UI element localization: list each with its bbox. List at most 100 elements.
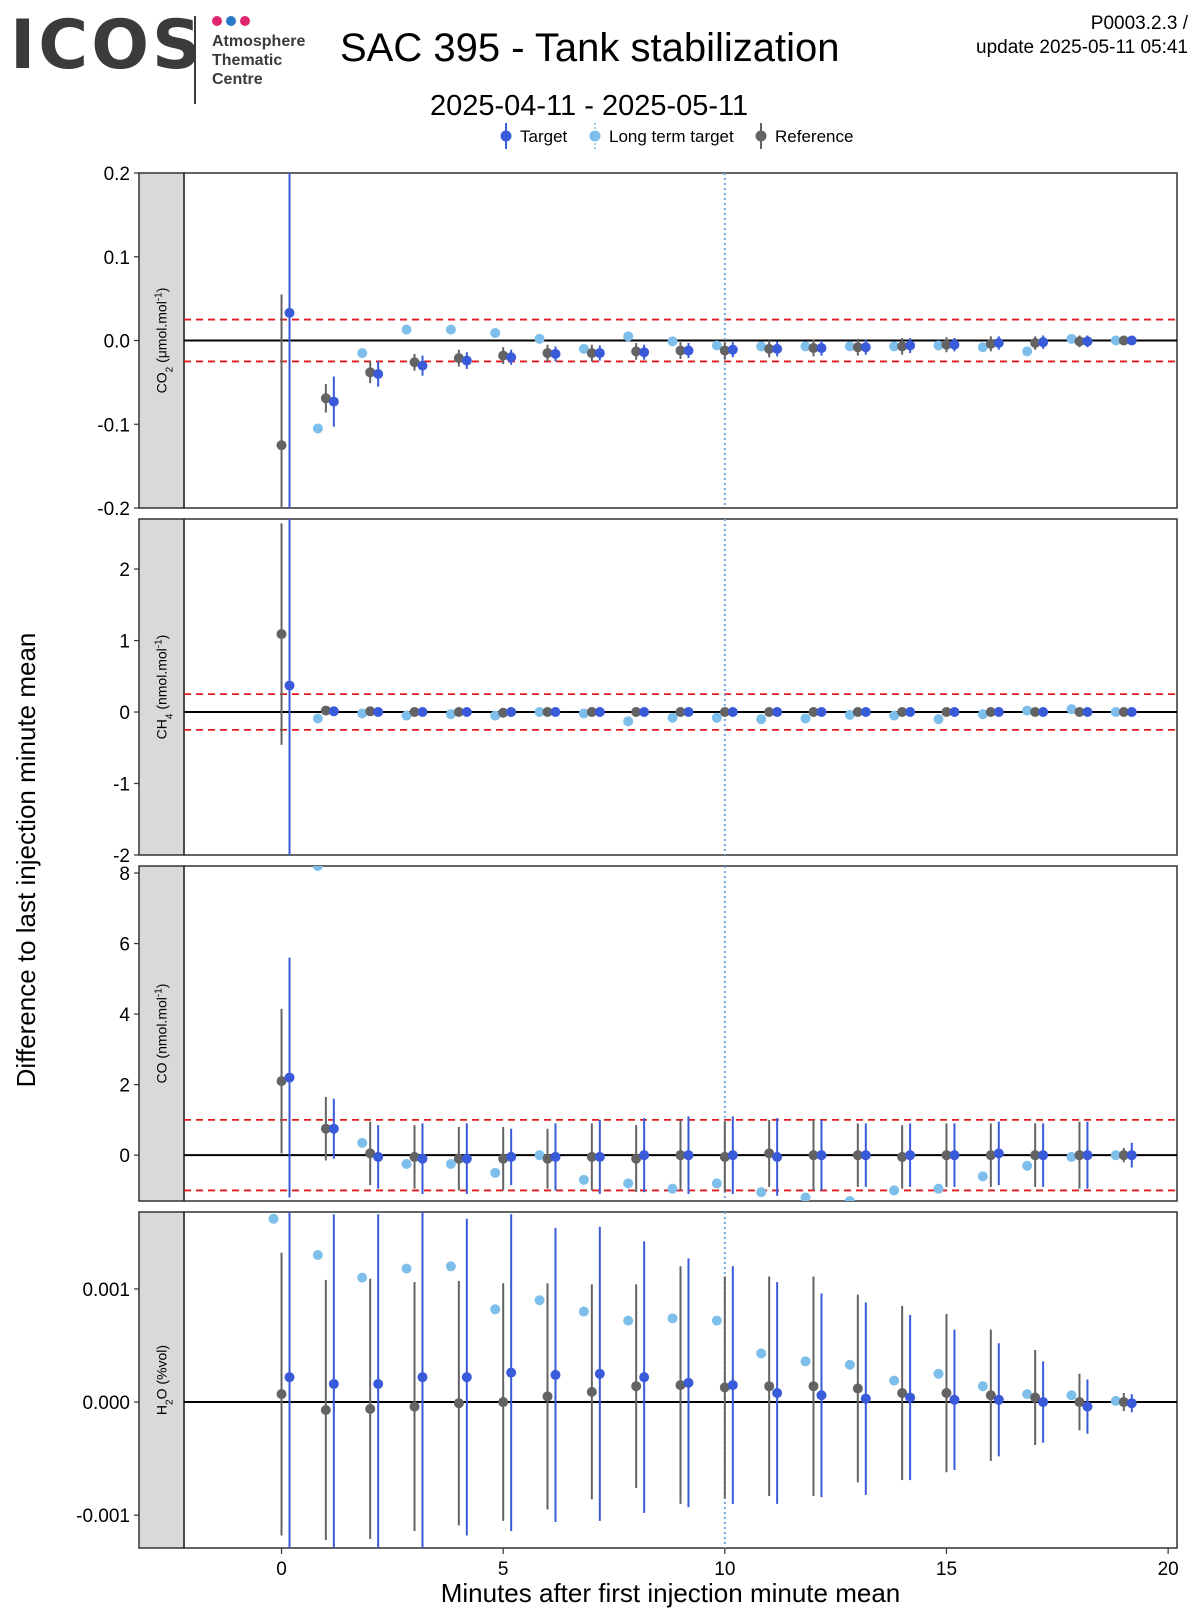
- long-term-target-point: [889, 1375, 900, 1386]
- reference-point: [320, 1123, 331, 1134]
- long-term-target-point: [534, 333, 545, 344]
- target-point: [1038, 337, 1049, 348]
- reference-point: [985, 707, 996, 718]
- long-term-target-point: [933, 340, 944, 351]
- long-term-target-point: [667, 336, 678, 347]
- strip-label-part: O (%vol): [154, 1345, 170, 1399]
- long-term-target-point: [756, 341, 767, 352]
- target-point: [816, 707, 827, 718]
- reference-point: [675, 1380, 686, 1391]
- long-term-target-point: [844, 1196, 855, 1201]
- y-tick-label: 0.0: [104, 332, 130, 353]
- target-point: [594, 1368, 605, 1379]
- x-tick-label: 15: [936, 1559, 957, 1580]
- reference-point: [453, 707, 464, 718]
- target-point: [683, 345, 694, 356]
- reference-point: [941, 1388, 952, 1399]
- long-term-target-point: [1022, 1160, 1033, 1171]
- reference-point: [1030, 707, 1041, 718]
- long-term-target-point: [711, 340, 722, 351]
- long-term-target-point: [844, 1359, 855, 1370]
- long-term-target-point: [445, 1261, 456, 1272]
- reference-point: [897, 341, 908, 352]
- reference-point: [719, 1382, 730, 1393]
- reference-point: [808, 707, 819, 718]
- target-point: [639, 347, 650, 358]
- reference-point: [365, 706, 376, 717]
- reference-point: [1030, 1150, 1041, 1161]
- target-point: [727, 344, 738, 355]
- long-term-target-point: [534, 707, 545, 718]
- y-tick-label: 4: [119, 1005, 130, 1026]
- long-term-target-point: [977, 342, 988, 353]
- legend-key-point: [755, 130, 767, 142]
- strip-label-part: 2: [164, 1399, 175, 1405]
- x-tick-label: 5: [498, 1559, 509, 1580]
- long-term-target-point: [1066, 333, 1077, 344]
- logo-divider: [194, 16, 196, 104]
- strip-label-part: (nmol.mol: [154, 997, 170, 1062]
- long-term-target-point: [623, 1315, 634, 1326]
- reference-point: [808, 1150, 819, 1161]
- long-term-target-point: [1022, 705, 1033, 716]
- long-term-target-point: [578, 343, 589, 354]
- long-term-target-point: [889, 1185, 900, 1196]
- reference-point: [808, 1381, 819, 1392]
- target-point: [1038, 1397, 1049, 1408]
- target-point: [772, 707, 783, 718]
- reference-point: [586, 1151, 597, 1162]
- strip-label-part: 2: [164, 366, 175, 372]
- target-point: [860, 342, 871, 353]
- logo-dot-1: [212, 16, 222, 26]
- target-point: [905, 1150, 916, 1161]
- x-tick-label: 0: [276, 1559, 287, 1580]
- reference-point: [941, 1150, 952, 1161]
- report-code: P0003.2.3 / update 2025-05-11 05:41: [976, 12, 1188, 60]
- target-point: [506, 352, 517, 363]
- panel-plot-area: [184, 1212, 1177, 1548]
- reference-point: [586, 1386, 597, 1397]
- long-term-target-point: [401, 1158, 412, 1169]
- long-term-target-point: [711, 712, 722, 723]
- reference-point: [365, 1148, 376, 1159]
- y-tick-label: 0: [119, 1146, 130, 1167]
- target-point: [506, 1151, 517, 1162]
- target-point: [328, 706, 339, 717]
- long-term-target-point: [312, 423, 323, 434]
- target-point: [727, 1150, 738, 1161]
- target-point: [949, 707, 960, 718]
- long-term-target-point: [401, 324, 412, 335]
- long-term-target-point: [1066, 1390, 1077, 1401]
- update-time: update 2025-05-11 05:41: [976, 37, 1188, 58]
- y-tick-label: -0.2: [97, 499, 130, 520]
- long-term-target-point: [490, 327, 501, 338]
- date-range: 2025-04-11 - 2025-05-11: [430, 90, 749, 122]
- strip-label-part: 4: [164, 713, 175, 719]
- long-term-target-point: [312, 713, 323, 724]
- reference-point: [941, 707, 952, 718]
- long-term-target-point: [800, 713, 811, 724]
- target-point: [373, 707, 384, 718]
- long-term-target-point: [623, 716, 634, 727]
- long-term-target-point: [933, 1368, 944, 1379]
- reference-point: [586, 348, 597, 359]
- reference-point: [276, 1389, 287, 1400]
- long-term-target-point: [1022, 1389, 1033, 1400]
- target-point: [461, 355, 472, 366]
- reference-point: [276, 629, 287, 640]
- target-point: [905, 1392, 916, 1403]
- long-term-target-point: [490, 1304, 501, 1315]
- long-term-target-point: [889, 341, 900, 352]
- reference-point: [764, 1381, 775, 1392]
- y-tick-label: 6: [119, 935, 130, 956]
- long-term-target-point: [1066, 1151, 1077, 1162]
- target-point: [284, 1072, 295, 1083]
- panel-strip-label: H2O (%vol): [154, 1345, 176, 1415]
- long-term-target-point: [667, 712, 678, 723]
- target-point: [772, 1151, 783, 1162]
- target-point: [373, 1151, 384, 1162]
- long-term-target-point: [268, 1213, 279, 1224]
- reference-point: [897, 1151, 908, 1162]
